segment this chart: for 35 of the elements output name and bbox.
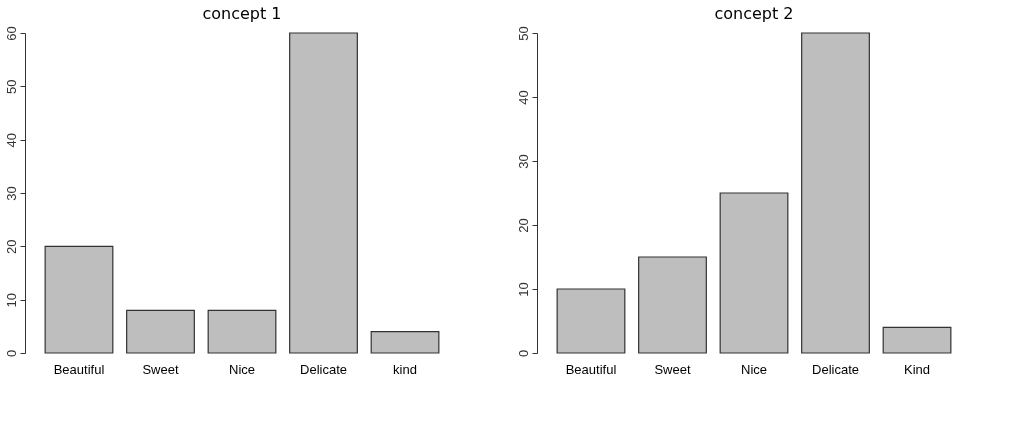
x-tick-label: Beautiful [565, 361, 617, 377]
x-tick-label: kind [393, 361, 417, 377]
bar [801, 32, 870, 354]
x-tick-label: Kind [904, 361, 931, 377]
x-tick-label: Beautiful [53, 361, 105, 377]
y-tick-label: 50 [515, 26, 531, 41]
bar [44, 245, 114, 354]
y-tick-label: 30 [3, 186, 19, 201]
chart-title: concept 1 [202, 3, 282, 23]
y-tick-label: 50 [3, 79, 19, 95]
y-tick-label: 40 [3, 132, 19, 148]
y-tick-label: 30 [515, 154, 531, 169]
x-tick-label: Sweet [142, 361, 179, 377]
x-tick-label: Sweet [654, 361, 691, 377]
y-tick-label: 20 [3, 239, 19, 255]
y-tick-label: 0 [3, 349, 19, 358]
y-tick-label: 20 [515, 218, 531, 233]
chart-title: concept 2 [714, 3, 794, 23]
bar [289, 32, 358, 354]
bar [882, 326, 952, 354]
bar [719, 192, 789, 354]
bar [370, 331, 440, 354]
x-tick-label: Nice [228, 361, 256, 377]
x-tick-label: Nice [740, 361, 768, 377]
y-tick-label: 60 [3, 26, 19, 41]
bar [207, 309, 277, 354]
bar [638, 256, 707, 354]
y-tick-label: 0 [515, 349, 531, 358]
bar [126, 309, 195, 354]
y-tick-label: 40 [515, 90, 531, 105]
bar [556, 288, 626, 354]
x-tick-label: Delicate [812, 361, 859, 377]
y-tick-label: 10 [515, 282, 531, 297]
y-tick-label: 10 [3, 292, 19, 308]
x-tick-label: Delicate [300, 361, 347, 377]
